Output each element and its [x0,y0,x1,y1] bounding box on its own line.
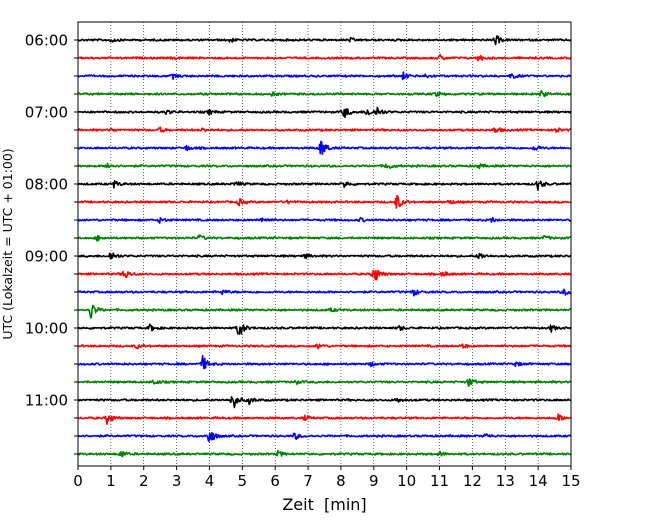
seismogram-trace [77,179,572,191]
axes-frame [77,21,572,467]
x-tick-label: 14 [529,472,548,490]
seismogram-trace [77,343,572,350]
x-tick-label: 11 [430,472,449,490]
seismogram-trace [77,71,572,81]
seismogram-trace [77,304,572,319]
x-tick-label: 9 [369,472,379,490]
y-tick-label: 11:00 [25,392,68,410]
x-tick-label: 0 [73,472,83,490]
seismogram-trace [77,269,572,281]
y-axis-label: UTC (Lokalzeit = UTC + 01:00) [0,148,15,339]
x-tick-label: 6 [270,472,280,490]
seismogram-trace [77,396,572,409]
x-axis-label: Zeit [min] [282,495,366,514]
y-tick-label: 06:00 [25,32,68,50]
seismogram-trace [77,35,572,46]
seismogram-trace [77,252,572,260]
seismogram-trace [77,216,572,224]
seismogram-trace [77,162,572,170]
seismogram-trace [77,140,572,156]
y-tick-label: 09:00 [25,248,68,266]
seismogram-trace [77,194,572,209]
x-tick-label: 3 [172,472,182,490]
x-tick-label: 13 [496,472,515,490]
seismogram-trace [77,234,572,242]
y-tick-label: 08:00 [25,176,68,194]
x-tick-label: 4 [205,472,215,490]
seismogram-trace [77,378,572,387]
seismogram-trace [77,90,572,98]
seismogram-trace [77,53,572,62]
x-tick-label: 15 [561,472,580,490]
x-tick-label: 2 [139,472,149,490]
seismogram-trace [77,449,572,458]
x-tick-label: 7 [303,472,313,490]
seismogram-trace [77,288,572,297]
y-axis-ticks: 06:00 07:00 08:00 09:00 10:00 11:00 [25,32,78,455]
x-tick-label: 5 [238,472,248,490]
y-tick-label: 10:00 [25,320,68,338]
grid-lines [110,22,539,466]
x-axis-ticks: 0 1 2 3 4 5 6 7 8 9 10 11 12 13 14 15 [73,466,581,490]
seismogram-trace [77,323,572,335]
seismogram-trace [77,413,572,426]
trace-group [77,35,572,458]
seismogram-trace [77,431,572,442]
x-tick-label: 8 [336,472,346,490]
x-tick-label: 12 [463,472,482,490]
x-tick-label: 1 [106,472,116,490]
y-tick-label: 07:00 [25,104,68,122]
x-tick-label: 10 [397,472,416,490]
seismogram-trace [77,126,572,133]
seismogram-trace [77,354,572,370]
seismogram-trace [77,106,572,119]
